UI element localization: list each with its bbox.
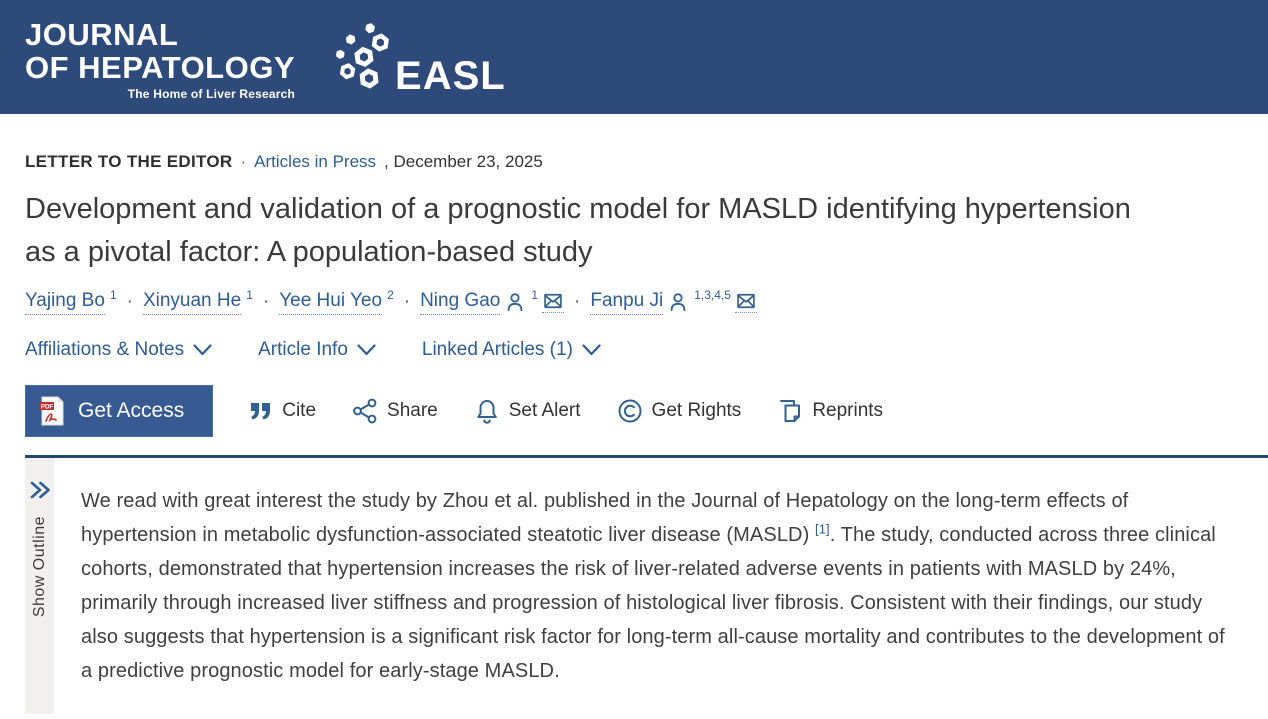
email-author-icon[interactable] — [734, 291, 757, 314]
journal-title-line1: JOURNAL — [25, 17, 179, 52]
reprints-button[interactable]: Reprints — [777, 398, 883, 424]
author: Fanpu Ji 1,3,4,5 — [590, 288, 757, 315]
author-separator: · — [262, 291, 270, 313]
quote-icon — [249, 400, 273, 422]
affiliations-notes-toggle[interactable]: Affiliations & Notes — [25, 339, 212, 361]
article-body-section: Show Outline We read with great interest… — [0, 457, 1268, 714]
linked-articles-label: Linked Articles (1) — [421, 338, 573, 360]
chevron-down-icon — [193, 344, 212, 356]
chevron-down-icon — [357, 344, 376, 356]
authors-row: Yajing Bo 1 · Xinyuan He 1 · Yee Hui Yeo… — [25, 288, 1243, 315]
reprints-label: Reprints — [812, 399, 884, 421]
meta-separator: · — [240, 152, 247, 171]
author-separator: · — [403, 291, 411, 313]
copy-pages-icon — [777, 398, 803, 424]
article-title: Development and validation of a prognost… — [25, 193, 1131, 268]
chevron-down-icon — [582, 344, 601, 356]
author-separator: · — [126, 291, 133, 313]
author: Yee Hui Yeo 2 — [279, 288, 394, 315]
journal-header: JOURNAL OF HEPATOLOGY The Home of Liver … — [0, 0, 1268, 114]
author-link[interactable]: Ning Gao — [420, 290, 501, 315]
person-icon — [667, 291, 689, 313]
author-affiliation-sup: 1 — [109, 288, 117, 303]
section-divider — [25, 454, 1268, 458]
show-outline-label: Show Outline — [30, 515, 48, 617]
article-paragraph: We read with great interest the study by… — [81, 484, 1240, 714]
share-label: Share — [387, 399, 438, 421]
linked-articles-toggle[interactable]: Linked Articles (1) — [422, 339, 601, 361]
get-rights-label: Get Rights — [651, 399, 742, 421]
article-info-label: Article Info — [258, 338, 348, 360]
copyright-icon — [617, 398, 643, 424]
get-access-button[interactable]: PDF Get Access — [25, 384, 214, 437]
get-access-label: Get Access — [78, 398, 185, 422]
set-alert-label: Set Alert — [508, 399, 581, 421]
article-info-toggle[interactable]: Article Info — [258, 339, 376, 361]
bell-icon — [474, 398, 500, 424]
paragraph-text: We read with great interest the study by… — [81, 489, 1129, 546]
email-author-icon[interactable] — [542, 291, 565, 314]
author-separator: · — [574, 291, 581, 313]
pdf-icon: PDF — [39, 396, 65, 426]
author-affiliation-sup: 1 — [531, 288, 539, 303]
cite-button[interactable]: Cite — [249, 400, 316, 422]
show-outline-rail[interactable]: Show Outline — [25, 457, 54, 714]
get-rights-button[interactable]: Get Rights — [617, 398, 742, 424]
paragraph-text: . The study, conducted across three clin… — [81, 523, 1225, 682]
journal-tagline: The Home of Liver Research — [127, 87, 296, 101]
article-type-label: LETTER TO THE EDITOR — [25, 152, 233, 171]
journal-logo: JOURNAL OF HEPATOLOGY The Home of Liver … — [25, 18, 295, 101]
easl-logo: EASL — [333, 18, 506, 102]
author-affiliation-sup: 1,3,4,5 — [694, 288, 731, 303]
reference-1-link[interactable]: [1] — [815, 521, 830, 537]
author-link[interactable]: Yajing Bo — [25, 290, 105, 315]
cite-label: Cite — [282, 399, 317, 421]
author: Ning Gao 1 — [420, 288, 565, 315]
double-chevron-right-icon[interactable] — [29, 480, 51, 500]
author: Xinyuan He 1 — [142, 288, 253, 315]
panel-toggles-row: Affiliations & Notes Article Info Linked… — [25, 339, 1243, 361]
author-link[interactable]: Fanpu Ji — [590, 290, 664, 315]
share-nodes-icon — [352, 398, 378, 424]
svg-text:PDF: PDF — [41, 403, 54, 410]
author: Yajing Bo 1 — [25, 288, 117, 315]
affiliations-notes-label: Affiliations & Notes — [25, 338, 185, 360]
easl-hexagon-cells-icon — [333, 20, 399, 102]
articles-in-press-link[interactable]: Articles in Press — [254, 152, 377, 171]
journal-title-line2: OF HEPATOLOGY — [25, 50, 296, 85]
set-alert-button[interactable]: Set Alert — [474, 398, 581, 424]
publication-date: , December 23, 2025 — [384, 152, 543, 171]
author-affiliation-sup: 1 — [246, 288, 253, 303]
author-link[interactable]: Yee Hui Yeo — [279, 290, 383, 315]
share-button[interactable]: Share — [352, 398, 438, 424]
article-toolbar: PDF Get Access Cite Share Set Alert Get … — [25, 384, 1243, 437]
person-icon — [504, 291, 526, 313]
author-affiliation-sup: 2 — [387, 288, 394, 303]
article-meta-row: LETTER TO THE EDITOR · Articles in Press… — [25, 152, 1243, 172]
easl-wordmark: EASL — [395, 54, 506, 98]
author-link[interactable]: Xinyuan He — [142, 290, 242, 315]
